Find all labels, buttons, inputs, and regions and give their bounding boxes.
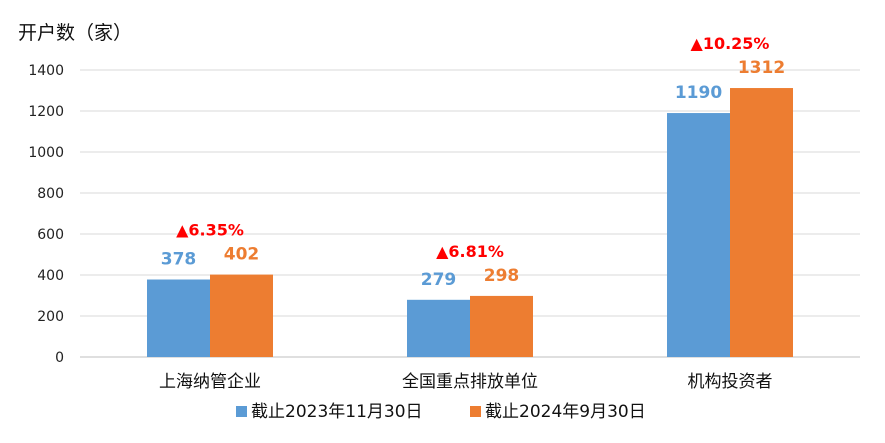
change-annotation: ▲10.25%	[691, 34, 770, 53]
y-tick-label: 400	[37, 268, 64, 284]
bars	[147, 88, 793, 357]
legend-label: 截止2023年11月30日	[251, 402, 423, 422]
category-labels: 上海纳管企业 全国重点排放单位 机构投资者	[159, 372, 773, 392]
bar	[470, 295, 533, 357]
bar	[147, 279, 210, 357]
bar	[667, 113, 730, 357]
data-labels: 378 402 279 298 1190 1312	[161, 58, 785, 290]
y-tick-label: 1200	[28, 104, 64, 120]
category-label: 机构投资者	[688, 372, 773, 392]
data-label: 1190	[675, 83, 722, 103]
data-label: 378	[161, 250, 197, 270]
y-axis-ticks: 0 200 400 600 800 1000 1200 1400	[28, 63, 64, 366]
change-annotations: ▲6.35% ▲6.81% ▲10.25%	[176, 34, 769, 261]
data-label: 298	[484, 266, 520, 286]
category-label: 上海纳管企业	[159, 372, 261, 392]
bar	[730, 88, 793, 357]
legend: 截止2023年11月30日 截止2024年9月30日	[236, 402, 646, 422]
y-tick-label: 600	[37, 227, 64, 243]
change-annotation: ▲6.81%	[436, 242, 504, 261]
data-label: 402	[224, 245, 260, 265]
bar	[210, 274, 273, 357]
y-axis-label: 开户数（家）	[18, 22, 132, 44]
y-tick-label: 0	[55, 350, 64, 366]
bar	[407, 299, 470, 357]
change-annotation: ▲6.35%	[176, 221, 244, 240]
y-tick-label: 1000	[28, 145, 64, 161]
y-tick-label: 1400	[28, 63, 64, 79]
y-tick-label: 800	[37, 186, 64, 202]
legend-swatch	[236, 406, 247, 417]
y-tick-label: 200	[37, 309, 64, 325]
data-label: 1312	[738, 58, 785, 78]
legend-label: 截止2024年9月30日	[485, 402, 646, 422]
legend-swatch	[470, 406, 481, 417]
category-label: 全国重点排放单位	[402, 372, 538, 392]
data-label: 279	[421, 270, 457, 290]
